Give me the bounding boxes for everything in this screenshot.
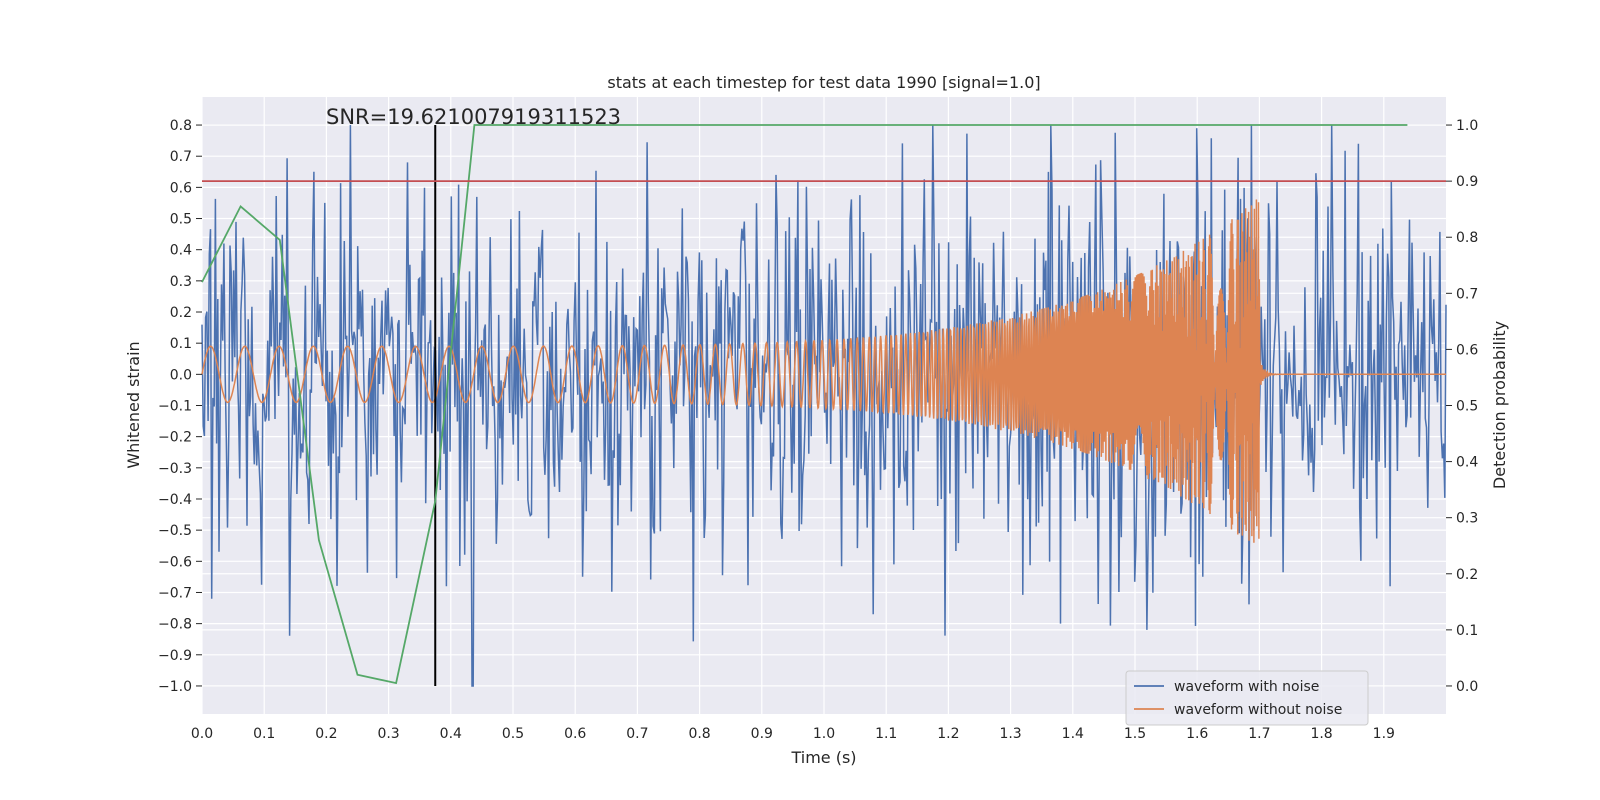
y-tick-label: −0.3	[158, 461, 192, 477]
y-tick-label: −0.2	[158, 430, 192, 446]
y2-axis-label: Detection probability	[1490, 321, 1509, 489]
y-tick-label: −0.8	[158, 617, 192, 633]
y2-tick-label: 0.9	[1456, 174, 1478, 190]
x-tick-label: 0.8	[688, 726, 710, 742]
y2-axis-ticks: 1.0 0.9 0.8 0.7 0.6 0.5 0.4 0.3 0.2 0.1 0.0	[1446, 118, 1478, 695]
y-tick-label: −0.1	[158, 399, 192, 415]
x-tick-label: 1.2	[937, 726, 959, 742]
y-tick-label: −0.6	[158, 554, 192, 570]
x-tick-label: 1.0	[813, 726, 835, 742]
x-tick-label: 0.9	[751, 726, 773, 742]
y2-tick-label: 1.0	[1456, 118, 1478, 134]
y-tick-label: 0.7	[170, 149, 192, 165]
x-tick-label: 1.8	[1310, 726, 1332, 742]
x-tick-label: 1.7	[1248, 726, 1270, 742]
snr-annotation: SNR=19.621007919311523	[326, 105, 621, 129]
y-tick-label: 0.2	[170, 305, 192, 321]
x-tick-label: 0.4	[440, 726, 462, 742]
series-layer	[201, 124, 1447, 687]
x-tick-label: 0.0	[191, 726, 213, 742]
y-tick-label: 0.0	[170, 367, 192, 383]
y2-tick-label: 0.0	[1456, 679, 1478, 695]
x-tick-label: 0.7	[626, 726, 648, 742]
legend: waveform with noise waveform without noi…	[1125, 670, 1369, 726]
x-tick-label: 1.3	[999, 726, 1021, 742]
y-tick-label: 0.1	[170, 336, 192, 352]
y2-tick-label: 0.6	[1456, 342, 1478, 358]
y2-tick-label: 0.3	[1456, 511, 1478, 527]
y-axis-label: Whitened strain	[124, 341, 143, 468]
y2-tick-label: 0.8	[1456, 230, 1478, 246]
x-axis-ticks: 0.0 0.1 0.2 0.3 0.4 0.5 0.6 0.7 0.8 0.9 1.0 1.1 1.2 1…	[191, 726, 1395, 742]
x-tick-label: 0.3	[377, 726, 399, 742]
y-tick-label: 0.3	[170, 274, 192, 290]
y-tick-label: −0.7	[158, 585, 192, 601]
x-tick-label: 1.6	[1186, 726, 1208, 742]
legend-label-noisy: waveform with noise	[1174, 679, 1319, 695]
x-tick-label: 0.6	[564, 726, 586, 742]
y-tick-label: −1.0	[158, 679, 192, 695]
x-tick-label: 0.2	[315, 726, 337, 742]
x-tick-label: 1.1	[875, 726, 897, 742]
y-tick-label: −0.9	[158, 648, 192, 664]
y2-tick-label: 0.1	[1456, 623, 1478, 639]
clean-waveform-line	[201, 199, 1446, 543]
y2-tick-label: 0.7	[1456, 286, 1478, 302]
legend-label-clean: waveform without noise	[1174, 702, 1342, 718]
chart-title: stats at each timestep for test data 199…	[607, 73, 1040, 92]
y-tick-label: 0.5	[170, 212, 192, 228]
x-axis-label: Time (s)	[790, 748, 856, 767]
y-tick-label: −0.4	[158, 492, 192, 508]
y-tick-label: 0.8	[170, 118, 192, 134]
y2-tick-label: 0.2	[1456, 567, 1478, 583]
detection-probability-line	[201, 124, 1408, 685]
x-tick-label: 1.5	[1124, 726, 1146, 742]
x-tick-label: 1.9	[1373, 726, 1395, 742]
y2-tick-label: 0.5	[1456, 399, 1478, 415]
y-tick-label: 0.4	[170, 243, 192, 259]
x-tick-label: 1.4	[1062, 726, 1084, 742]
y2-tick-label: 0.4	[1456, 455, 1478, 471]
x-tick-label: 0.1	[253, 726, 275, 742]
y-axis-ticks: 0.8 0.7 0.6 0.5 0.4 0.3 0.2 0.1 0.0 −0.1 −0.2 −0.3 −…	[158, 118, 202, 695]
y-tick-label: −0.5	[158, 523, 192, 539]
legend-box	[1125, 670, 1369, 726]
y-tick-label: 0.6	[170, 180, 192, 196]
x-tick-label: 0.5	[502, 726, 524, 742]
